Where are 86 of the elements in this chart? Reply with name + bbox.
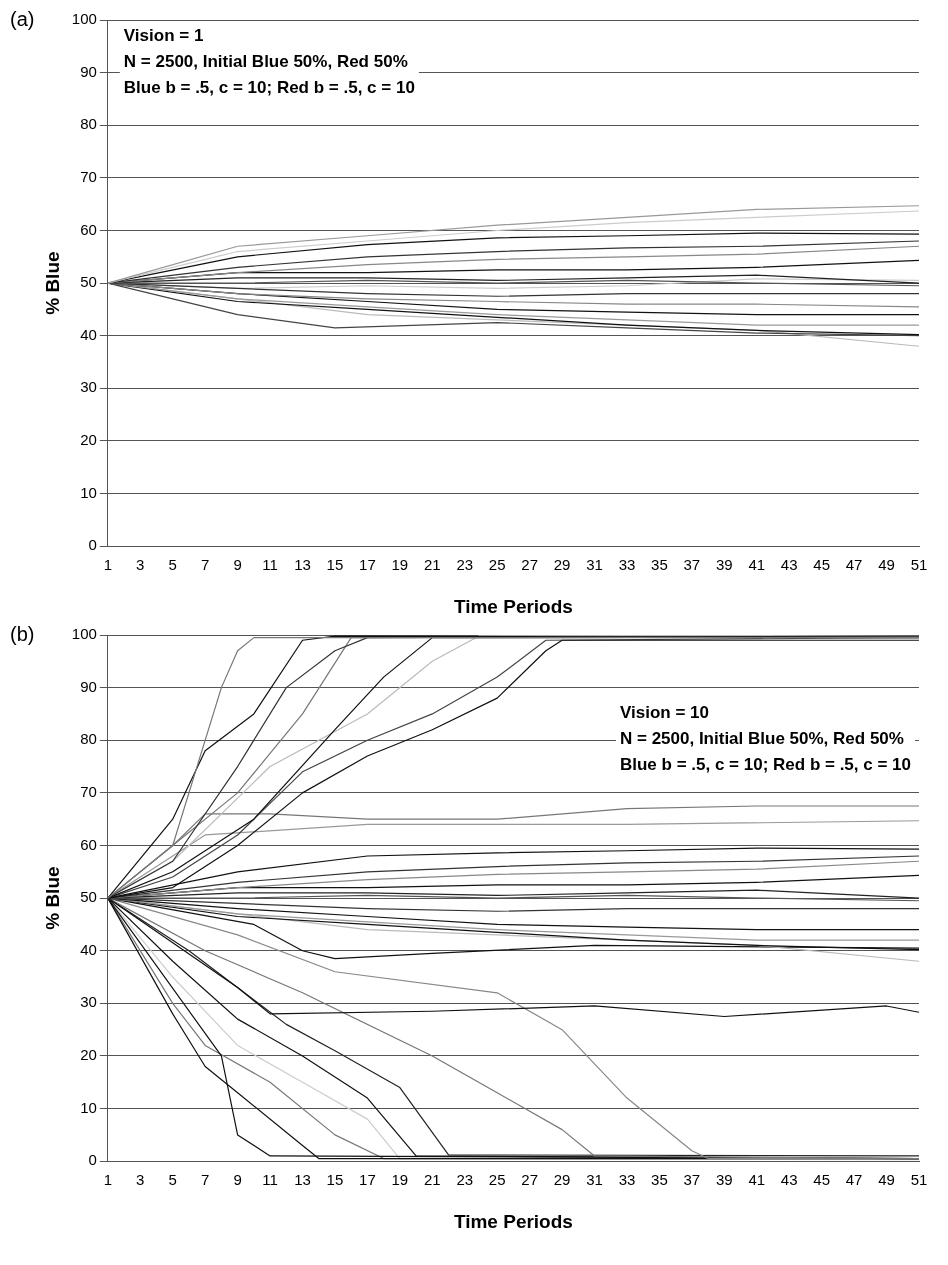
- x-tick-label: 35: [651, 1171, 668, 1189]
- x-tick-label: 51: [910, 556, 928, 574]
- x-tick-label: 49: [878, 556, 895, 574]
- x-tick-label: 45: [813, 556, 830, 574]
- x-tick-label: 19: [391, 556, 409, 574]
- x-tick-label: 27: [521, 1171, 538, 1189]
- x-tick-label: 39: [715, 1171, 733, 1189]
- x-tick-label: 41: [748, 556, 766, 574]
- x-tick-label: 37: [683, 556, 701, 574]
- x-tick-label: 31: [586, 556, 603, 574]
- y-tick-label: 10: [80, 1098, 97, 1116]
- y-tick-label: 70: [80, 783, 97, 800]
- x-tick-label: 25: [488, 1171, 506, 1189]
- y-tick-label: 100: [71, 10, 97, 28]
- x-tick-label: 9: [233, 1171, 242, 1189]
- x-tick-label: 39: [715, 556, 733, 574]
- annotation: Blue b = .5, c = 10; Red b = .5, c = 10: [619, 755, 912, 775]
- x-tick-label: 49: [878, 1171, 895, 1189]
- y-tick-label: 30: [80, 993, 97, 1011]
- x-tick-label: 43: [780, 556, 798, 574]
- y-tick-label: 40: [80, 940, 97, 958]
- x-tick-label: 1: [103, 556, 112, 574]
- x-tick-label: 1: [103, 1171, 112, 1189]
- y-tick-label: 100: [71, 625, 97, 643]
- x-tick-label: 47: [845, 1171, 863, 1189]
- y-tick-label: 50: [80, 888, 97, 906]
- annotation: Blue b = .5, c = 10; Red b = .5, c = 10: [123, 78, 415, 98]
- x-tick-label: 21: [423, 556, 441, 574]
- x-tick-label: 9: [233, 556, 242, 574]
- x-tick-label: 13: [294, 556, 311, 574]
- y-axis-title: % Blue: [41, 866, 63, 930]
- y-tick-label: 80: [80, 115, 97, 133]
- y-tick-label: 40: [80, 325, 97, 343]
- annotation: Vision = 1: [123, 26, 204, 46]
- annotation: Vision = 10: [619, 703, 709, 723]
- x-tick-label: 3: [136, 1171, 145, 1189]
- x-tick-label: 15: [326, 1171, 344, 1189]
- y-axis-title: % Blue: [41, 251, 63, 315]
- x-tick-label: 37: [683, 1171, 701, 1189]
- x-tick-label: 23: [456, 556, 474, 574]
- y-tick-label: 20: [80, 1046, 97, 1064]
- chart-title: (b): [10, 622, 35, 645]
- x-tick-label: 25: [488, 556, 506, 574]
- x-tick-label: 17: [359, 1171, 376, 1189]
- y-tick-label: 30: [80, 378, 97, 396]
- y-tick-label: 0: [88, 1151, 97, 1169]
- x-tick-label: 13: [294, 1171, 311, 1189]
- x-tick-label: 43: [780, 1171, 798, 1189]
- annotation: N = 2500, Initial Blue 50%, Red 50%: [123, 52, 408, 72]
- y-tick-label: 20: [80, 431, 97, 449]
- x-tick-label: 33: [618, 1171, 636, 1189]
- y-tick-label: 0: [88, 536, 97, 554]
- x-axis-title: Time Periods: [453, 595, 573, 617]
- x-tick-label: 35: [651, 556, 668, 574]
- y-tick-label: 50: [80, 273, 97, 291]
- x-tick-label: 45: [813, 1171, 830, 1189]
- x-tick-label: 31: [586, 1171, 603, 1189]
- y-tick-label: 70: [80, 168, 97, 185]
- x-tick-label: 29: [553, 1171, 571, 1189]
- y-tick-label: 90: [80, 62, 97, 80]
- x-tick-label: 51: [910, 1171, 928, 1189]
- x-tick-label: 5: [168, 556, 177, 574]
- x-tick-label: 21: [423, 1171, 441, 1189]
- x-tick-label: 3: [136, 556, 145, 574]
- x-tick-label: 5: [168, 1171, 177, 1189]
- x-tick-label: 11: [262, 1171, 278, 1189]
- x-tick-label: 15: [326, 556, 344, 574]
- y-tick-label: 60: [80, 220, 97, 238]
- y-tick-label: 60: [80, 835, 97, 853]
- y-tick-label: 10: [80, 483, 97, 501]
- x-tick-label: 7: [201, 1171, 210, 1189]
- x-tick-label: 29: [553, 556, 571, 574]
- x-tick-label: 11: [262, 556, 278, 574]
- x-tick-label: 27: [521, 556, 538, 574]
- x-tick-label: 7: [201, 556, 210, 574]
- x-tick-label: 17: [359, 556, 376, 574]
- x-axis-title: Time Periods: [453, 1210, 573, 1232]
- x-tick-label: 33: [618, 556, 636, 574]
- x-tick-label: 47: [845, 556, 863, 574]
- y-tick-label: 80: [80, 730, 97, 748]
- y-tick-label: 90: [80, 677, 97, 695]
- x-tick-label: 41: [748, 1171, 766, 1189]
- chart-title: (a): [10, 7, 35, 30]
- x-tick-label: 19: [391, 1171, 409, 1189]
- x-tick-label: 23: [456, 1171, 474, 1189]
- annotation: N = 2500, Initial Blue 50%, Red 50%: [619, 729, 904, 749]
